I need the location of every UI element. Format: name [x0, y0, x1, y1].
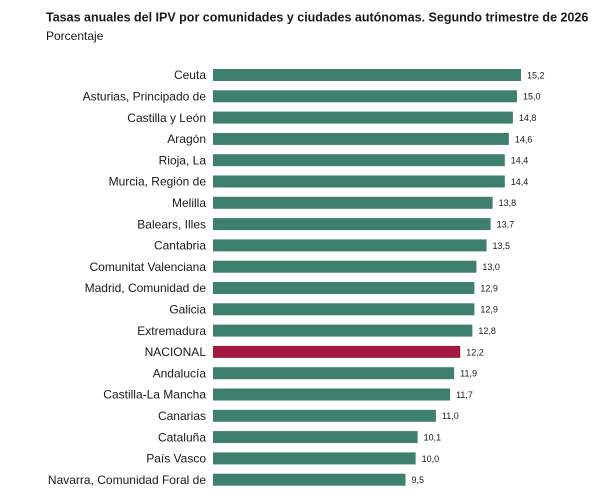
category-label: Castilla-La Mancha: [103, 388, 206, 402]
value-label: 13,7: [497, 219, 515, 229]
value-label: 14,6: [515, 134, 533, 144]
value-label: 12,2: [466, 347, 484, 357]
bar: [213, 218, 491, 231]
value-label: 15,0: [523, 92, 541, 102]
category-label: Galicia: [169, 302, 206, 316]
category-label: Madrid, Comunidad de: [85, 281, 207, 295]
category-label: Castilla y León: [127, 111, 206, 125]
value-label: 11,7: [456, 390, 473, 400]
category-label: Melilla: [172, 196, 206, 210]
bar: [213, 239, 487, 252]
bar: [213, 196, 493, 209]
value-label: 11,9: [460, 369, 477, 379]
value-label: 14,8: [519, 113, 537, 123]
category-label: Cataluña: [158, 430, 206, 444]
bar: [213, 282, 475, 294]
category-label: Andalucía: [153, 366, 207, 380]
category-label: Rioja, La: [159, 153, 207, 167]
bar: [213, 69, 521, 81]
category-label: Navarra, Comunidad Foral de: [48, 473, 206, 487]
bar: [213, 260, 477, 273]
value-label: 12,9: [480, 283, 498, 293]
value-label: 12,8: [478, 326, 496, 336]
bar: [213, 111, 513, 124]
value-label: 13,5: [493, 241, 511, 251]
bar: [213, 431, 418, 444]
bar: [213, 132, 509, 145]
bar: [213, 473, 406, 486]
bar: [213, 388, 451, 401]
bar: [213, 345, 461, 358]
bar: [213, 367, 455, 380]
bar: [213, 154, 505, 167]
value-label: 15,2: [527, 70, 545, 80]
value-label: 14,4: [511, 177, 529, 187]
value-label: 12,9: [480, 305, 498, 315]
category-label: Balears, Illes: [137, 217, 206, 231]
category-label: Murcia, Región de: [109, 175, 207, 189]
category-label: Comunitat Valenciana: [89, 260, 206, 274]
category-label: Aragón: [167, 132, 206, 146]
category-label: Cantabria: [154, 239, 206, 253]
chart-title: Tasas anuales del IPV por comunidades y …: [46, 10, 588, 24]
bar: [213, 90, 517, 103]
bar: [213, 324, 473, 337]
category-label: Ceuta: [174, 68, 206, 82]
category-label: NACIONAL: [145, 345, 207, 359]
value-label: 10,0: [422, 454, 440, 464]
category-label: Canarias: [158, 409, 206, 423]
category-label: Extremadura: [137, 324, 206, 338]
bar: [213, 303, 475, 316]
bar: [213, 409, 436, 422]
value-label: 9,5: [412, 475, 425, 485]
category-label: País Vasco: [146, 452, 206, 466]
bar: [213, 452, 416, 465]
value-label: 10,1: [424, 432, 442, 442]
value-label: 11,0: [442, 411, 459, 421]
bar: [213, 175, 505, 188]
value-label: 13,0: [482, 262, 500, 272]
category-label: Asturias, Principado de: [83, 89, 207, 103]
chart-subtitle: Porcentaje: [46, 29, 104, 43]
value-label: 13,8: [499, 198, 517, 208]
value-label: 14,4: [511, 156, 529, 166]
